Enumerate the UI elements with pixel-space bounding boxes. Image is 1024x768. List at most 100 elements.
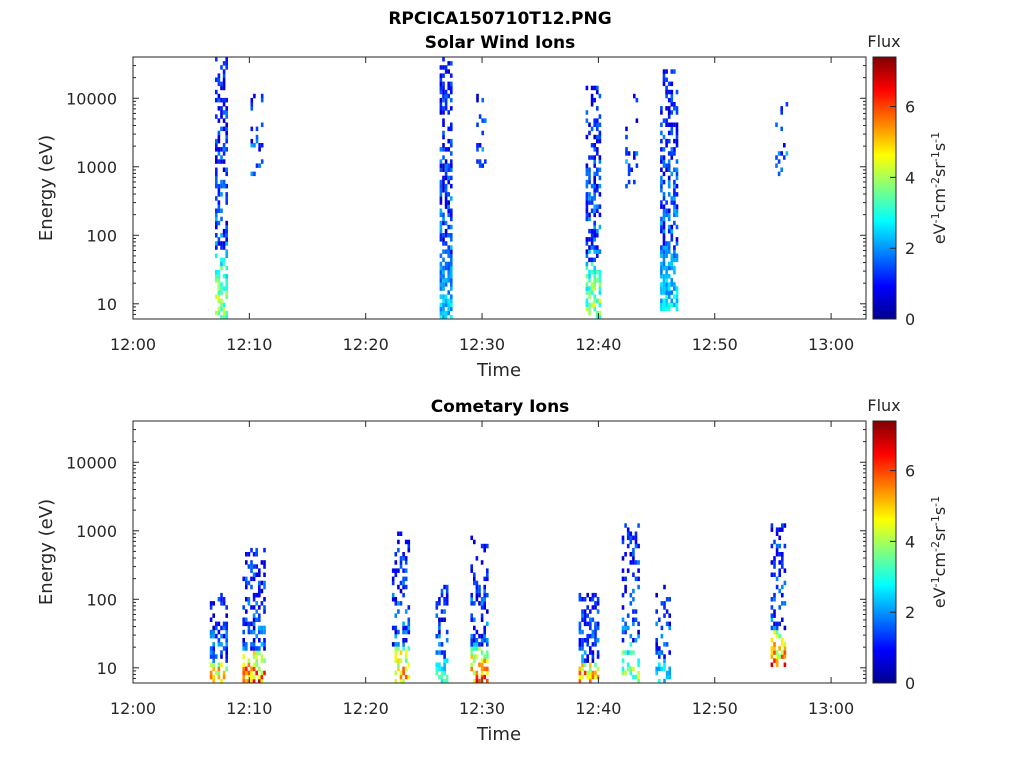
heatmap-cell [675, 126, 679, 132]
heatmap-cell [596, 298, 599, 303]
heatmap-cell [407, 646, 411, 651]
heatmap-cell [439, 65, 443, 70]
heatmap-cell [624, 552, 627, 557]
heatmap-cell [397, 642, 400, 647]
heatmap-cell [252, 552, 256, 557]
heatmap-cell [662, 224, 666, 230]
heatmap-cell [220, 241, 223, 246]
heatmap-cell [245, 621, 248, 627]
heatmap-cell [260, 97, 264, 103]
heatmap-cell [225, 638, 228, 643]
heatmap-cell [660, 650, 664, 655]
heatmap-cell [583, 650, 587, 655]
heatmap-cell [655, 638, 658, 643]
heatmap-cell [480, 642, 484, 647]
heatmap-cell [675, 253, 679, 258]
heatmap-cell [596, 85, 599, 91]
heatmap-cell [250, 106, 254, 111]
heatmap-cell [663, 601, 666, 606]
heatmap-cell [263, 564, 266, 569]
heatmap-cell [583, 638, 587, 643]
heatmap-cell [450, 314, 453, 320]
heatmap-cell [447, 192, 450, 197]
heatmap-cell [781, 592, 784, 598]
heatmap-cell [590, 241, 594, 246]
heatmap-cell [263, 638, 266, 643]
heatmap-cell [439, 237, 443, 242]
heatmap-cell [447, 274, 450, 279]
heatmap-cell [593, 282, 596, 287]
heatmap-cell [478, 588, 481, 594]
heatmap-cell [475, 670, 479, 676]
heatmap-cell [217, 306, 221, 312]
heatmap-cell [222, 646, 226, 651]
heatmap-cell [633, 151, 636, 156]
heatmap-cell [217, 286, 221, 291]
heatmap-cell [443, 670, 446, 676]
heatmap-cell [450, 286, 453, 291]
heatmap-cell [665, 118, 668, 123]
heatmap-cell [435, 613, 439, 618]
heatmap-cell [222, 597, 226, 602]
heatmap-cell [593, 159, 596, 164]
heatmap-cell [596, 601, 600, 606]
heatmap-cell [444, 265, 448, 271]
heatmap-cell [439, 85, 443, 91]
heatmap-cell [440, 678, 444, 684]
heatmap-cell [675, 204, 679, 209]
heatmap-cell [662, 216, 666, 222]
heatmap-cell [632, 609, 635, 614]
heatmap-cell [407, 605, 411, 610]
heatmap-cell [663, 678, 666, 684]
heatmap-cell [445, 638, 449, 643]
heatmap-cell [442, 110, 445, 115]
heatmap-cell [220, 110, 223, 115]
heatmap-cell [581, 609, 584, 614]
heatmap-cell [637, 543, 640, 549]
heatmap-cell [439, 212, 443, 218]
heatmap-cell [625, 159, 628, 164]
heatmap-cell [225, 629, 228, 635]
heatmap-cell [670, 282, 674, 287]
heatmap-cell [442, 257, 445, 263]
heatmap-cell [444, 228, 448, 234]
heatmap-cell [585, 261, 589, 267]
heatmap-cell [209, 670, 213, 676]
heatmap-cell [252, 613, 256, 618]
heatmap-cell [621, 629, 625, 635]
heatmap-cell [480, 658, 484, 663]
heatmap-cell [263, 580, 266, 586]
heatmap-cell [439, 192, 443, 197]
heatmap-cell [443, 666, 446, 672]
heatmap-cell [658, 654, 661, 659]
heatmap-cell [215, 220, 218, 226]
heatmap-cell [581, 613, 584, 618]
x-tick-label: 12:40 [575, 699, 621, 718]
heatmap-cell [245, 646, 248, 651]
heatmap-cell [225, 613, 228, 618]
heatmap-cell [673, 257, 676, 263]
heatmap-cell [581, 617, 584, 622]
heatmap-cell [252, 666, 256, 672]
heatmap-cell [632, 650, 635, 655]
heatmap-cell [442, 97, 445, 103]
heatmap-cell [447, 278, 450, 283]
heatmap-cell [209, 605, 213, 610]
heatmap-cell [670, 102, 674, 107]
heatmap-cell [442, 118, 445, 123]
heatmap-cell [662, 192, 666, 197]
heatmap-cell [585, 110, 589, 115]
heatmap-cell [225, 286, 228, 291]
heatmap-cell [447, 302, 450, 308]
heatmap-cell [442, 130, 445, 136]
heatmap-cell [217, 642, 221, 647]
heatmap-cell [445, 588, 449, 594]
heatmap-cell [443, 597, 446, 602]
heatmap-cell [220, 261, 223, 267]
heatmap-cell [245, 609, 248, 614]
heatmap-cell [445, 678, 449, 684]
heatmap-cell [220, 642, 223, 647]
heatmap-cell [660, 122, 663, 127]
heatmap-cell [591, 658, 595, 663]
heatmap-cell [632, 617, 635, 622]
